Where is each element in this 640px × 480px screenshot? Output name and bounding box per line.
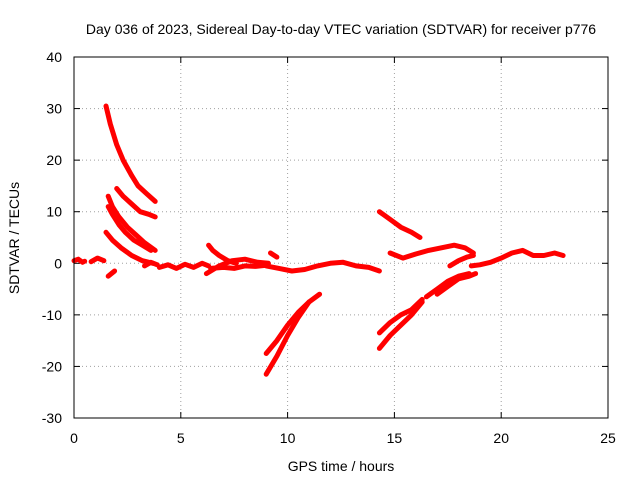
sdtvar-arc-22 (423, 271, 472, 300)
y-tick-label: 0 (54, 255, 62, 271)
axis-ticks (73, 56, 609, 419)
sdtvar-arc-4 (103, 103, 158, 204)
sdtvar-arc-6 (105, 204, 154, 253)
data-series (71, 103, 566, 377)
sdtvar-arc-1 (71, 256, 88, 265)
sdtvar-arc-8 (103, 229, 156, 266)
sdtvar-arc-20 (376, 296, 425, 336)
x-tick-label: 10 (280, 430, 296, 446)
sdtvar-arc-24 (447, 253, 476, 269)
y-tick-label: -30 (42, 410, 62, 426)
sdtvar-arc-19 (376, 299, 425, 351)
y-tick-label: -20 (42, 358, 62, 374)
sdtvar-arc-5 (105, 193, 158, 253)
sdtvar-arc-18 (376, 209, 423, 240)
sdtvar-arc-7 (114, 186, 158, 220)
sdtvar-arc-15 (263, 259, 382, 274)
chart-title: Day 036 of 2023, Sidereal Day-to-day VTE… (86, 21, 596, 37)
x-tick-label: 15 (387, 430, 403, 446)
y-tick-labels: -30 -20 -10 0 10 20 30 40 (42, 49, 62, 426)
x-axis-label: GPS time / hours (288, 458, 395, 474)
grid-lines (74, 57, 608, 418)
sdtvar-arc-17 (263, 299, 312, 377)
sdtvar-arc-2 (88, 255, 107, 265)
plot-frame (73, 56, 609, 419)
sdtvar-arc-23 (434, 271, 479, 297)
x-tick-label: 25 (600, 430, 616, 446)
sdtvar-arc-21 (387, 242, 476, 261)
y-tick-label: -10 (42, 307, 62, 323)
y-tick-label: 30 (46, 101, 62, 117)
x-tick-label: 0 (70, 430, 78, 446)
x-tick-label: 20 (493, 430, 509, 446)
y-tick-label: 40 (46, 49, 62, 65)
y-tick-label: 10 (46, 204, 62, 220)
x-tick-label: 5 (177, 430, 185, 446)
sdtvar-arc-10 (156, 260, 212, 271)
sdtvar-arc-13 (208, 262, 269, 271)
y-axis-label: SDTVAR / TECUs (6, 182, 22, 294)
y-tick-label: 20 (46, 152, 62, 168)
sdtvar-arc-3 (105, 268, 118, 279)
x-tick-labels: 0 5 10 15 20 25 (70, 430, 616, 446)
sdtvar-arc-9 (142, 259, 160, 269)
sdtvar-arc-25 (468, 247, 566, 269)
sdtvar-arc-14 (268, 250, 280, 260)
